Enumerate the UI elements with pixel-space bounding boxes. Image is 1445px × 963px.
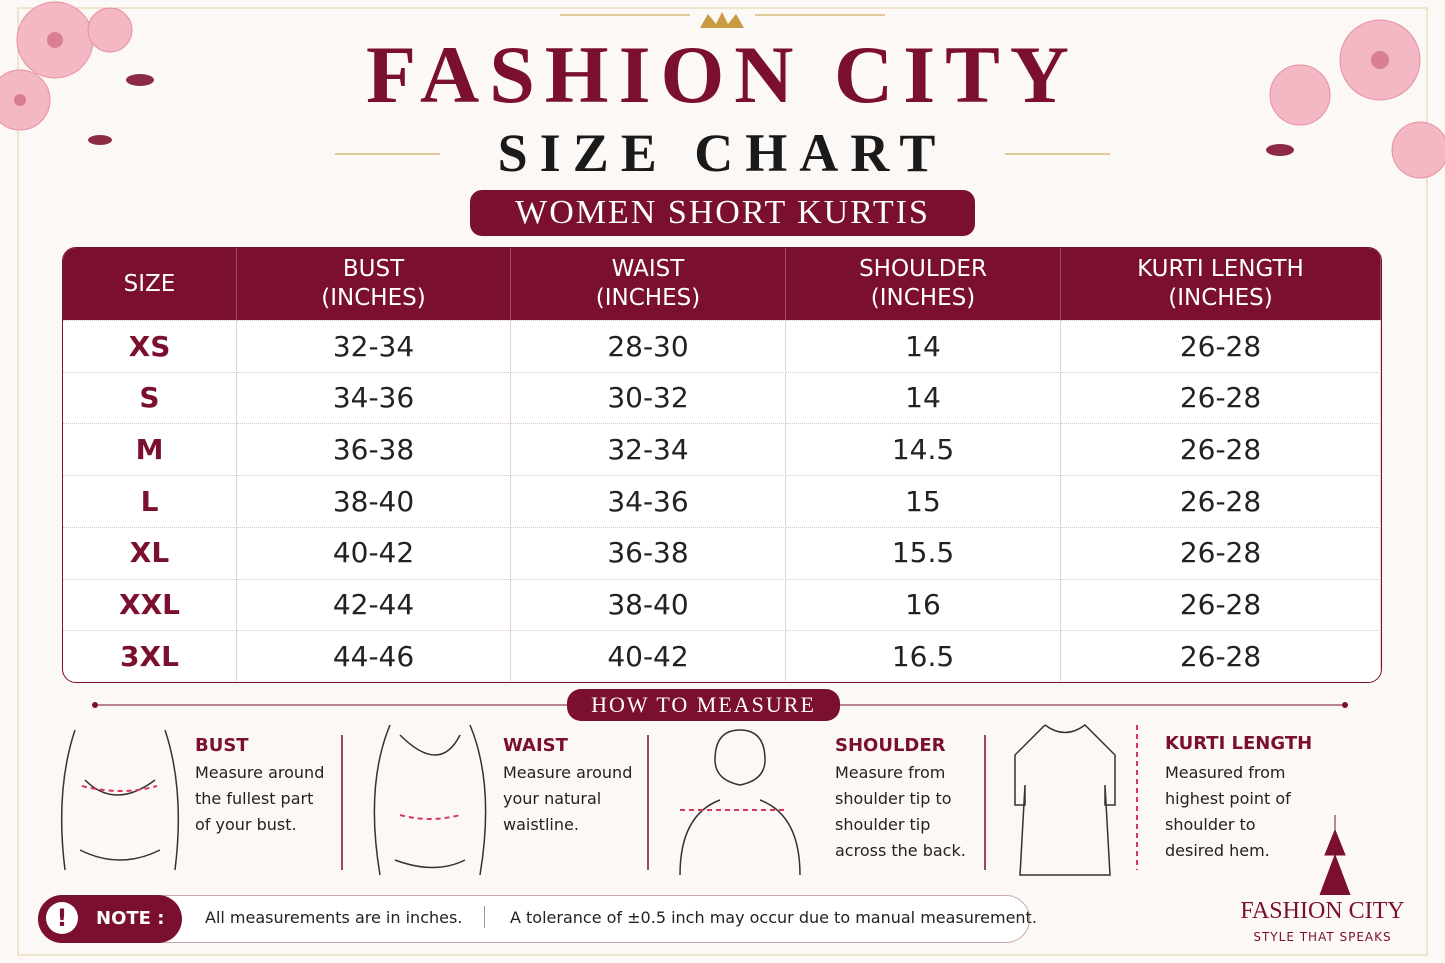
header-cell: WAIST (INCHES) [511,248,786,320]
measure-text: Measured from [1165,763,1286,782]
header-cell: SHOULDER (INCHES) [786,248,1061,320]
table-cell: 38-40 [511,578,786,630]
table-cell: 40-42 [237,526,511,578]
table-cell: 26-28 [1061,526,1381,578]
note-label: NOTE : [96,908,165,929]
table-cell: 30-32 [511,371,786,423]
measure-text: your natural [503,789,602,808]
measure-text: Measure around [503,763,633,782]
note-icon: ! [46,902,78,934]
header-text: BUST [342,256,405,282]
table-cell: 15 [786,475,1061,527]
header-text: SIZE [123,270,176,297]
table-cell: 34-36 [511,475,786,527]
size-cell: XS [63,320,237,371]
table-cell: 26-28 [1061,423,1381,475]
table-cell: 26-28 [1061,475,1381,527]
table-cell: 36-38 [237,423,511,475]
measure-label: WAIST [503,735,568,756]
size-cell: 3XL [63,630,237,682]
measure-text: shoulder tip to [835,789,952,808]
header-text: (INCHES) [870,285,976,311]
subtitle: SIZE CHART [497,123,948,183]
table-cell: 34-36 [237,371,511,423]
table-cell: 32-34 [511,423,786,475]
size-cell: S [63,371,237,423]
header-cell: KURTI LENGTH (INCHES) [1061,248,1381,320]
measure-text: shoulder to [1165,815,1256,834]
table-cell: 15.5 [786,526,1061,578]
measure-label: SHOULDER [835,735,946,756]
size-cell: L [63,475,237,527]
table-cell: 28-30 [511,320,786,371]
brand-tagline: STYLE THAT SPEAKS [1253,930,1392,944]
size-cell: XXL [63,578,237,630]
measure-label: KURTI LENGTH [1165,733,1313,754]
table-cell: 16 [786,578,1061,630]
table-cell: 16.5 [786,630,1061,682]
header-text: (INCHES) [1168,285,1273,311]
note-text: A tolerance of ±0.5 inch may occur due t… [510,908,1037,927]
size-table: SIZE BUST (INCHES) WAIST (INCHES) SHOULDER (IN… [62,247,1382,683]
table-cell: 40-42 [511,630,786,682]
header-text: KURTI LENGTH [1137,256,1304,282]
table-cell: 14 [786,320,1061,371]
note-label-box: ! NOTE : [38,895,182,943]
measure-title: HOW TO MEASURE [567,689,840,721]
measure-text: the fullest part [195,789,314,808]
table-cell: 38-40 [237,475,511,527]
measure-text: highest point of [1165,789,1291,808]
size-cell: M [63,423,237,475]
table-cell: 14 [786,371,1061,423]
table-cell: 26-28 [1061,630,1381,682]
table-cell: 42-44 [237,578,511,630]
table-cell: 26-28 [1061,578,1381,630]
header-cell: SIZE [63,248,237,320]
measure-text: of your bust. [195,815,297,834]
size-cell: XL [63,526,237,578]
measure-text: Measure from [835,763,946,782]
measure-text: Measure around [195,763,325,782]
measure-text: shoulder tip [835,815,931,834]
table-cell: 26-28 [1061,371,1381,423]
note-divider [484,906,485,928]
measure-text: waistline. [503,815,579,834]
table-cell: 36-38 [511,526,786,578]
measure-text: across the back. [835,841,966,860]
table-cell: 44-46 [237,630,511,682]
table-cell: 32-34 [237,320,511,371]
banner: WOMEN SHORT KURTIS [470,190,975,236]
measure-text: desired hem. [1165,841,1270,860]
header-cell: BUST (INCHES) [237,248,511,320]
header-text: SHOULDER [859,256,987,282]
table-cell: 14.5 [786,423,1061,475]
table-cell: 26-28 [1061,320,1381,371]
brand-name: FASHION CITY [1240,898,1405,924]
note-text: All measurements are in inches. [205,908,463,927]
note-box [38,895,1030,943]
header-text: (INCHES) [595,285,701,311]
header-text: WAIST [611,256,685,282]
measure-label: BUST [195,735,249,756]
title: FASHION CITY [365,29,1080,120]
header-text: (INCHES) [321,285,426,311]
